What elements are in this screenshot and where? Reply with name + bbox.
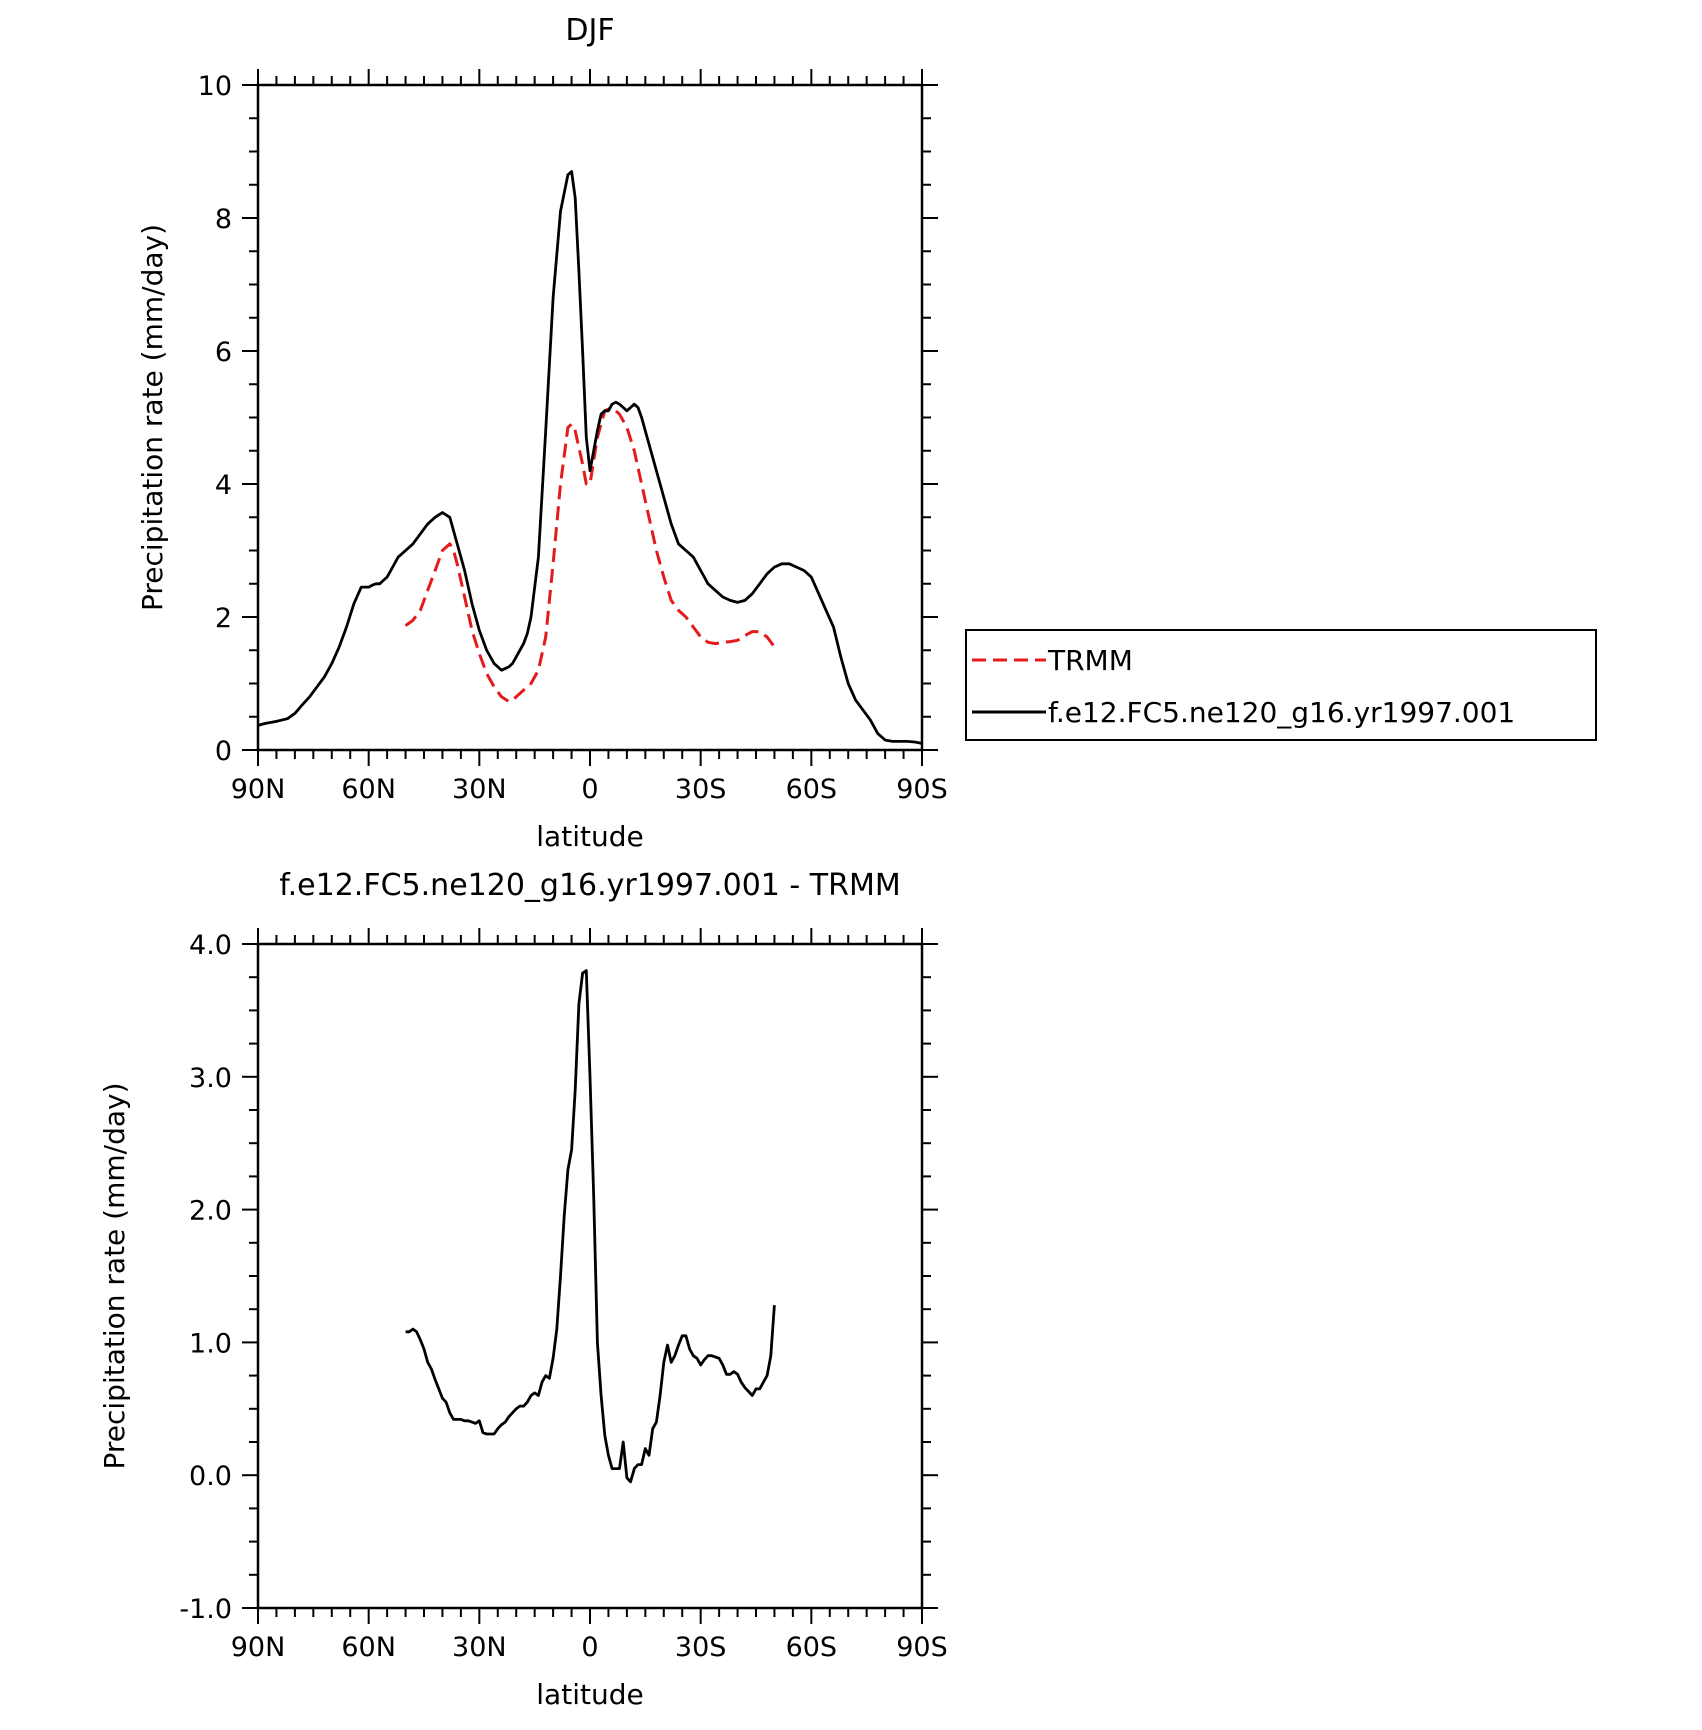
y-tick-label: 10 xyxy=(198,71,232,102)
panel-difference: f.e12.FC5.ne120_g16.yr1997.001 - TRMM 90N… xyxy=(98,868,948,1711)
y-axis-label: Precipitation rate (mm/day) xyxy=(98,1082,131,1469)
y-tick-label: 4.0 xyxy=(189,930,232,961)
x-tick-label: 90N xyxy=(231,774,286,805)
x-axis-label: latitude xyxy=(536,1678,643,1711)
y-tick-label: -1.0 xyxy=(179,1594,232,1625)
y-tick-label: 3.0 xyxy=(189,1063,232,1094)
panel-climatology: DJF 90N 60N 30N 0 30S 60S 90S 0 2 4 6 8 10 latitude Pre… xyxy=(136,13,1597,853)
y-axis-label: Precipitation rate (mm/day) xyxy=(136,224,169,611)
y-tick-label: 2 xyxy=(215,603,232,634)
plot-frame xyxy=(256,83,924,752)
x-tick-label: 0 xyxy=(581,1632,598,1663)
y-tick-label: 0 xyxy=(215,736,232,767)
x-tick-label: 30N xyxy=(452,774,507,805)
series-line-0 xyxy=(405,969,776,1484)
legend-entry-label: TRMM xyxy=(1047,644,1133,677)
x-tick-label: 60S xyxy=(786,1632,838,1663)
y-tick-label: 6 xyxy=(215,337,232,368)
chart-title: f.e12.FC5.ne120_g16.yr1997.001 - TRMM xyxy=(279,868,900,903)
legend: TRMM f.e12.FC5.ne120_g16.yr1997.001 xyxy=(965,629,1597,741)
y-tick-label: 0.0 xyxy=(189,1461,232,1492)
x-tick-label: 90N xyxy=(231,1632,286,1663)
x-tick-label: 30N xyxy=(452,1632,507,1663)
x-tick-label: 0 xyxy=(581,774,598,805)
legend-entry-label: f.e12.FC5.ne120_g16.yr1997.001 xyxy=(1048,696,1515,729)
x-tick-label: 30S xyxy=(675,774,727,805)
x-tick-label: 60N xyxy=(341,1632,396,1663)
series-line-0 xyxy=(404,406,776,703)
series-line-1 xyxy=(257,170,923,745)
y-tick-label: 2.0 xyxy=(189,1196,232,1227)
x-tick-label: 90S xyxy=(896,774,948,805)
y-tick-label: 8 xyxy=(215,204,232,235)
x-tick-label: 60S xyxy=(786,774,838,805)
y-tick-label: 1.0 xyxy=(189,1328,232,1359)
x-tick-label: 30S xyxy=(675,1632,727,1663)
chart-title: DJF xyxy=(565,13,614,48)
x-axis-label: latitude xyxy=(536,820,643,853)
legend-box xyxy=(965,629,1597,741)
y-tick-label: 4 xyxy=(215,470,232,501)
x-tick-label: 90S xyxy=(896,1632,948,1663)
x-tick-label: 60N xyxy=(341,774,396,805)
